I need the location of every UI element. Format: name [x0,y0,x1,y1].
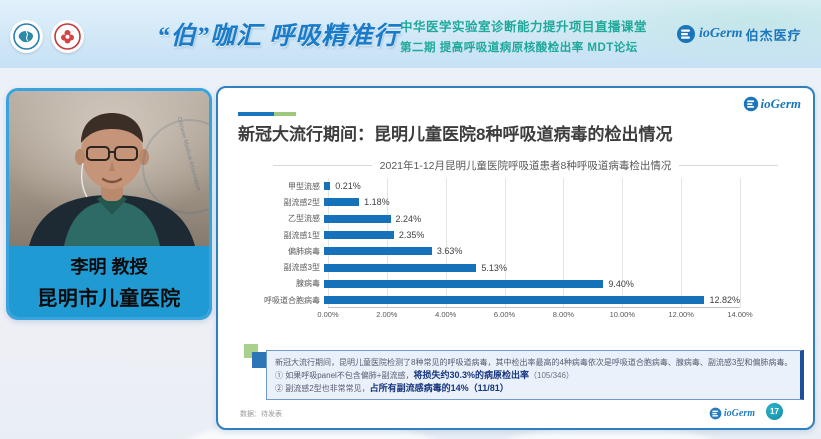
speaker-hospital: 昆明市儿童医院 [37,287,181,310]
chart-bar [324,182,331,191]
chart-bar [324,247,432,256]
chart-bar [324,231,394,240]
chart-x-axis: 0.00% 2.00% 4.00% 6.00% 8.00% 10.00% 12.00% 14.… [317,310,752,324]
bar-chart: 甲型流感 0.21% 副流感2型 1.18% 乙型流感 2.24% 副流感1型 2.35% 偏肺… [246,178,753,324]
chart-value-label: 5.13% [481,262,507,273]
speaker-nameplate: 李明 教授 昆明市儿童医院 [9,246,209,317]
chart-category-label: 腺病毒 [296,279,320,289]
callout-line1: 新冠大流行期间，昆明儿童医院检测了8种常见的呼吸道病毒，其中检出率最高的4种病毒… [275,358,792,367]
chart-rows: 甲型流感 0.21% 副流感2型 1.18% 乙型流感 2.24% 副流感1型 2.35% 偏肺… [246,178,740,308]
chart-x-tick: 10.00% [609,310,635,320]
slide-title: 新冠大流行期间：昆明儿童医院8种呼吸道病毒的检出情况 [238,125,673,144]
chart-gridlines [328,178,741,309]
chart-row: 甲型流感 0.21% [246,178,740,194]
association-logos [10,20,84,53]
chart-value-label: 1.18% [364,197,390,208]
chart-category-label: 呼吸道合胞病毒 [264,295,320,305]
program-line2: 第二期 提高呼吸道病原核酸检出率 MDT论坛 [400,42,638,54]
cma-logo-icon [10,20,43,53]
chart-value-label: 9.40% [608,278,634,289]
program-line1: 中华医学实验室诊断能力提升项目直播课堂 [400,20,648,34]
conclusion-callout: 新冠大流行期间，昆明儿童医院检测了8种常见的呼吸道病毒，其中检出率最高的4种病毒… [266,350,804,400]
callout-line2: ① 如果呼吸panel不包含偏肺+副流感，将损失约30.3%的病原检出率（105… [275,370,574,380]
chart-x-tick: 0.00% [317,310,339,320]
chart-category-label: 副流感3型 [283,263,320,273]
chart-bar [324,296,705,305]
event-brand-title: “伯”咖汇 呼吸精准行 [157,23,400,50]
data-source-note: 数据：待发表 [240,411,282,418]
program-titles: 中华医学实验室诊断能力提升项目直播课堂 第二期 提高呼吸道病原核酸检出率 MDT… [400,16,647,55]
chart-category-label: 副流感1型 [283,230,320,240]
slide-page-number: 17 [766,403,783,420]
cmap-logo-icon [51,20,84,53]
chart-x-tick: 4.00% [435,310,457,320]
chart-value-label: 2.35% [398,230,425,241]
biogerm-logo-text: ioGerm [723,408,755,419]
chart-value-label: 0.21% [335,181,361,192]
biogerm-footer-logo: ioGerm [709,407,755,420]
chart-bar [324,263,477,272]
chart-x-tick: 14.00% [727,310,753,320]
header-banner: “伯”咖汇 呼吸精准行 中华医学实验室诊断能力提升项目直播课堂 第二期 提高呼吸… [0,0,821,68]
chart-row: 腺病毒 9.40% [246,276,740,292]
speaker-video-tile[interactable]: Chinese Medical Association 李明 教授 昆明市儿童医… [6,88,212,320]
biogerm-logo-text: ioGerm [699,26,743,41]
chart-bar [324,279,604,288]
chart-row: 乙型流感 2.24% [246,211,740,227]
speaker-video-feed: Chinese Medical Association [9,91,209,246]
chart-x-tick: 12.00% [668,310,694,320]
chart-value-label: 2.24% [395,213,422,224]
callout-decoration-blue [252,352,268,368]
chart-category-label: 偏肺病毒 [288,246,320,256]
chart-row: 副流感1型 2.35% [246,227,740,243]
chart-row: 副流感2型 1.18% [246,194,740,210]
chart-row: 偏肺病毒 3.63% [246,243,740,259]
chart-category-label: 乙型流感 [288,214,320,224]
chart-x-tick: 2.00% [376,310,398,320]
biogerm-logo-text: ioGerm [760,96,801,111]
chart-category-label: 副流感2型 [283,197,320,207]
presentation-slide: 新冠大流行期间：昆明儿童医院8种呼吸道病毒的检出情况 ioGerm 2021年1… [216,86,815,430]
chart-value-label: 3.63% [436,246,463,257]
speaker-name: 李明 教授 [70,256,148,277]
title-accent-line [238,112,296,116]
biogerm-logo-icon [709,407,722,420]
chart-bar [324,198,360,207]
callout-line3: ② 副流感2型也非常常见，占所有副流感病毒的14%（11/81） [275,383,509,393]
chart-row: 副流感3型 5.13% [246,259,740,275]
biogerm-logo-cn: 伯杰医疗 [745,27,802,43]
biogerm-logo-icon [677,25,695,43]
biogerm-header-logo: ioGerm 伯杰医疗 [676,24,802,44]
biogerm-slide-logo: ioGerm [743,96,801,112]
chart-row: 呼吸道合胞病毒 12.82% [246,292,740,308]
chart-category-label: 甲型流感 [288,181,320,191]
chart-x-tick: 8.00% [552,310,575,320]
biogerm-logo-icon [743,96,758,112]
chart-title-row: 2021年1-12月昆明儿童医院呼吸道患者8种呼吸道病毒检出情况 [273,158,778,173]
chart-title: 2021年1-12月昆明儿童医院呼吸道患者8种呼吸道病毒检出情况 [379,160,672,172]
chart-bar [324,214,391,223]
chart-x-tick: 6.00% [493,310,516,320]
chart-value-label: 12.82% [709,295,740,306]
